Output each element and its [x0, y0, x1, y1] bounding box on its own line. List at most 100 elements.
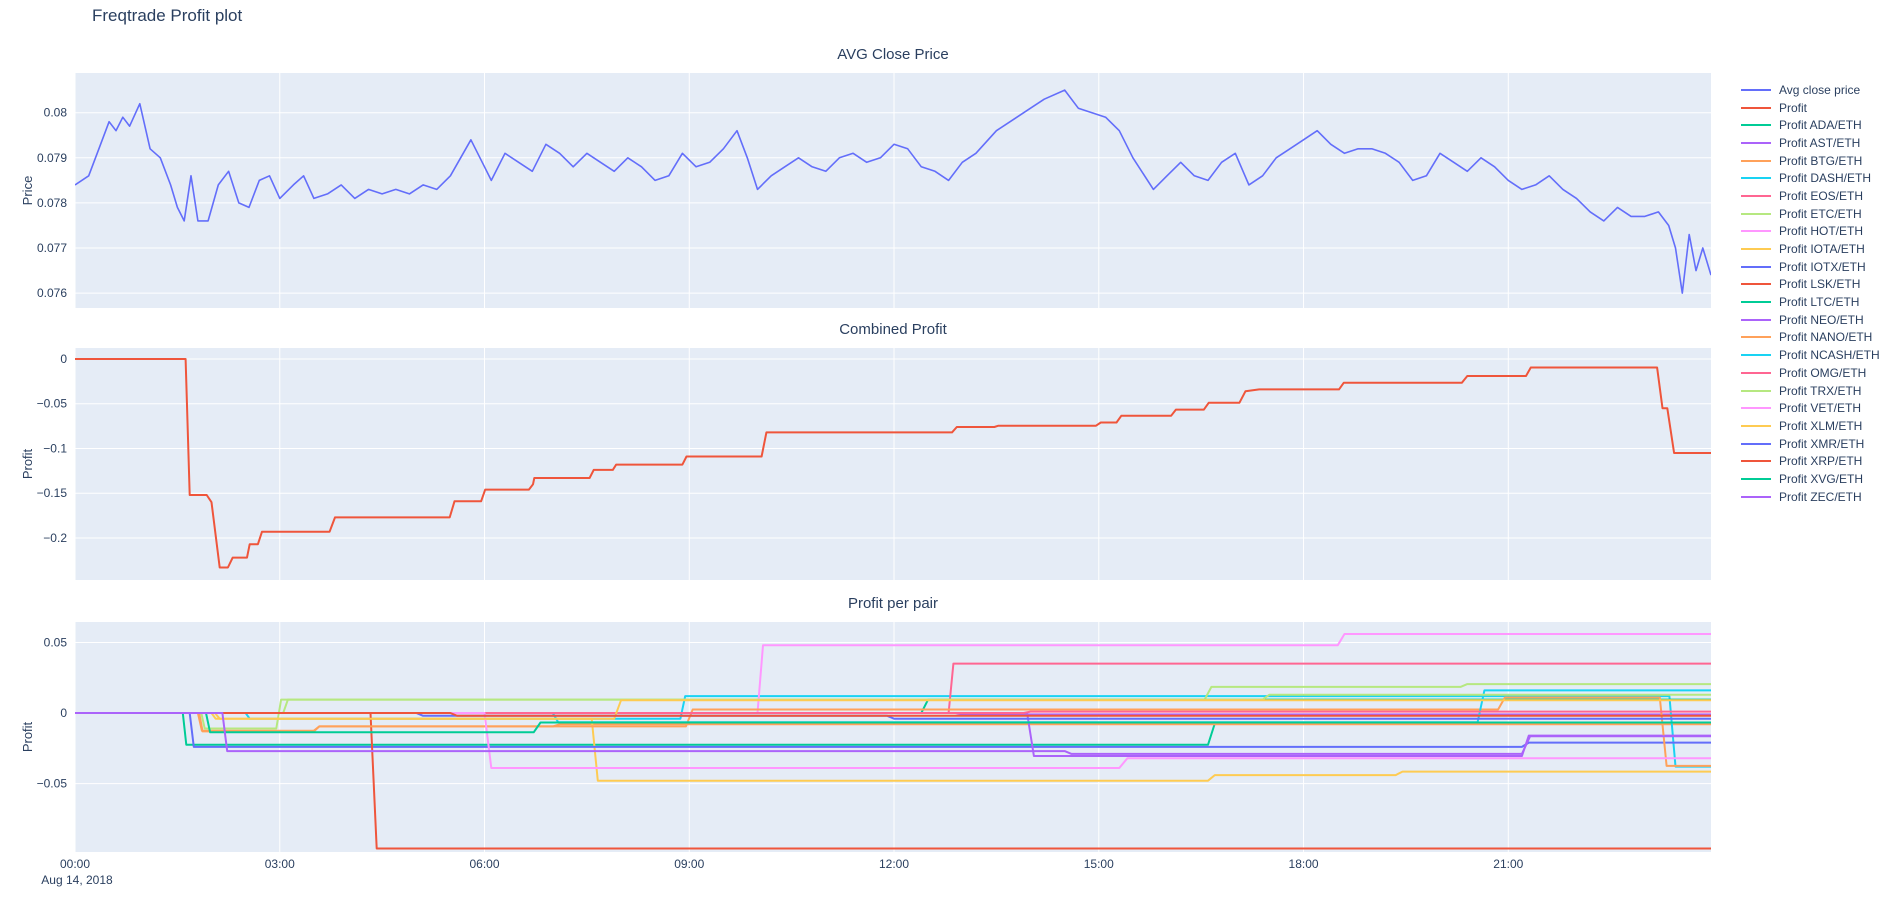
series-line-profit-nano-eth	[75, 696, 1711, 767]
legend-swatch-line	[1741, 336, 1771, 339]
legend-swatch-line	[1741, 371, 1771, 374]
y-axis-title: Profit	[20, 448, 35, 479]
legend-item-profit-ada-eth[interactable]: Profit ADA/ETH	[1741, 116, 1880, 134]
legend-item-label: Profit AST/ETH	[1779, 135, 1861, 150]
legend-item-label: Profit ETC/ETH	[1779, 206, 1862, 221]
x-tick-label: 09:00	[674, 857, 704, 871]
legend-swatch-line	[1741, 106, 1771, 109]
legend-swatch-line	[1741, 88, 1771, 91]
legend-item-profit-ncash-eth[interactable]: Profit NCASH/ETH	[1741, 346, 1880, 364]
series-line-profit-xrp-eth	[75, 712, 1711, 717]
legend-item-profit-btg-eth[interactable]: Profit BTG/ETH	[1741, 152, 1880, 170]
y-tick-label: −0.05	[37, 397, 68, 411]
series-line-profit-omg-eth	[75, 710, 1711, 714]
series-line-avg-close-price	[75, 89, 1711, 294]
legend-item-label: Profit XMR/ETH	[1779, 436, 1865, 451]
legend-item-profit-neo-eth[interactable]: Profit NEO/ETH	[1741, 311, 1880, 329]
legend-swatch-line	[1741, 354, 1771, 357]
legend-item-label: Profit XRP/ETH	[1779, 454, 1863, 469]
subplot-title-profit-per-pair: Profit per pair	[848, 595, 938, 612]
x-tick-label: 15:00	[1084, 857, 1114, 871]
legend-item-profit-ltc-eth[interactable]: Profit LTC/ETH	[1741, 293, 1880, 311]
legend-item-profit[interactable]: Profit	[1741, 99, 1880, 117]
legend-item-label: Profit TRX/ETH	[1779, 383, 1862, 398]
y-tick-label: 0.05	[44, 635, 68, 649]
legend-item-profit-hot-eth[interactable]: Profit HOT/ETH	[1741, 223, 1880, 241]
x-axis-date-annotation: Aug 14, 2018	[41, 873, 113, 887]
legend-swatch-line	[1741, 177, 1771, 180]
legend-swatch-line	[1741, 124, 1771, 127]
legend-item-profit-vet-eth[interactable]: Profit VET/ETH	[1741, 399, 1880, 417]
legend-item-label: Profit XVG/ETH	[1779, 471, 1864, 486]
legend-swatch-line	[1741, 283, 1771, 286]
legend-item-label: Profit EOS/ETH	[1779, 188, 1864, 203]
y-tick-label: −0.2	[43, 531, 67, 545]
subplot-title-avg-close-price: AVG Close Price	[837, 46, 948, 63]
legend-swatch-line	[1741, 318, 1771, 321]
y-tick-label: −0.1	[43, 441, 67, 455]
figure-title: Freqtrade Profit plot	[92, 6, 243, 25]
legend-swatch-line	[1741, 194, 1771, 197]
y-tick-label: −0.15	[37, 486, 68, 500]
legend-item-profit-zec-eth[interactable]: Profit ZEC/ETH	[1741, 488, 1880, 506]
legend-swatch-line	[1741, 230, 1771, 233]
y-tick-label: −0.05	[37, 777, 68, 791]
legend-item-profit-xvg-eth[interactable]: Profit XVG/ETH	[1741, 470, 1880, 488]
legend-swatch-line	[1741, 495, 1771, 498]
y-tick-label: 0.076	[37, 286, 67, 300]
series-line-profit-zec-eth	[75, 712, 1711, 755]
legend-item-profit-xrp-eth[interactable]: Profit XRP/ETH	[1741, 452, 1880, 470]
legend-item-label: Profit ZEC/ETH	[1779, 489, 1862, 504]
legend-item-profit-etc-eth[interactable]: Profit ETC/ETH	[1741, 205, 1880, 223]
legend-item-profit-xlm-eth[interactable]: Profit XLM/ETH	[1741, 417, 1880, 435]
plot-area-combined-profit[interactable]	[75, 348, 1711, 580]
legend-item-profit-iota-eth[interactable]: Profit IOTA/ETH	[1741, 240, 1880, 258]
y-tick-label: 0.079	[37, 151, 67, 165]
y-axis-title: Profit	[20, 721, 35, 752]
y-tick-label: 0	[60, 352, 67, 366]
legend-item-profit-eos-eth[interactable]: Profit EOS/ETH	[1741, 187, 1880, 205]
legend-swatch-line	[1741, 248, 1771, 251]
legend-swatch-line	[1741, 265, 1771, 268]
legend: Avg close price Profit Profit ADA/ETH Profi…	[1741, 81, 1880, 506]
legend-item-profit-nano-eth[interactable]: Profit NANO/ETH	[1741, 329, 1880, 347]
legend-swatch-line	[1741, 424, 1771, 427]
legend-item-label: Profit	[1779, 100, 1808, 115]
legend-item-label: Profit NCASH/ETH	[1779, 348, 1880, 363]
legend-item-profit-dash-eth[interactable]: Profit DASH/ETH	[1741, 169, 1880, 187]
plot-area-avg-close-price[interactable]	[75, 73, 1711, 308]
x-tick-label: 12:00	[879, 857, 909, 871]
legend-item-profit-ast-eth[interactable]: Profit AST/ETH	[1741, 134, 1880, 152]
y-tick-label: 0	[60, 706, 67, 720]
x-tick-label: 18:00	[1289, 857, 1319, 871]
legend-item-label: Profit OMG/ETH	[1779, 365, 1867, 380]
legend-item-label: Profit VET/ETH	[1779, 401, 1862, 416]
x-tick-label: 00:00	[60, 857, 90, 871]
legend-item-label: Profit IOTX/ETH	[1779, 259, 1866, 274]
legend-item-label: Profit NANO/ETH	[1779, 330, 1873, 345]
plot-area-profit-per-pair[interactable]	[75, 622, 1711, 852]
legend-swatch-line	[1741, 141, 1771, 144]
legend-item-label: Profit HOT/ETH	[1779, 224, 1864, 239]
x-tick-label: 03:00	[265, 857, 295, 871]
series-line-profit-iota-eth	[75, 712, 1711, 782]
legend-item-profit-lsk-eth[interactable]: Profit LSK/ETH	[1741, 276, 1880, 294]
y-axis-title: Price	[20, 176, 35, 206]
legend-item-label: Profit IOTA/ETH	[1779, 242, 1865, 257]
legend-item-label: Profit ADA/ETH	[1779, 118, 1862, 133]
legend-item-profit-omg-eth[interactable]: Profit OMG/ETH	[1741, 364, 1880, 382]
legend-swatch-line	[1741, 301, 1771, 304]
y-tick-label: 0.08	[44, 106, 68, 120]
legend-swatch-line	[1741, 389, 1771, 392]
subplot-title-combined-profit: Combined Profit	[839, 321, 947, 338]
legend-swatch-line	[1741, 407, 1771, 410]
y-tick-label: 0.077	[37, 241, 67, 255]
x-tick-label: 21:00	[1493, 857, 1523, 871]
legend-item-profit-xmr-eth[interactable]: Profit XMR/ETH	[1741, 435, 1880, 453]
legend-item-profit-trx-eth[interactable]: Profit TRX/ETH	[1741, 382, 1880, 400]
legend-item-profit-iotx-eth[interactable]: Profit IOTX/ETH	[1741, 258, 1880, 276]
legend-item-avg-close-price[interactable]: Avg close price	[1741, 81, 1880, 99]
legend-item-label: Profit XLM/ETH	[1779, 418, 1863, 433]
